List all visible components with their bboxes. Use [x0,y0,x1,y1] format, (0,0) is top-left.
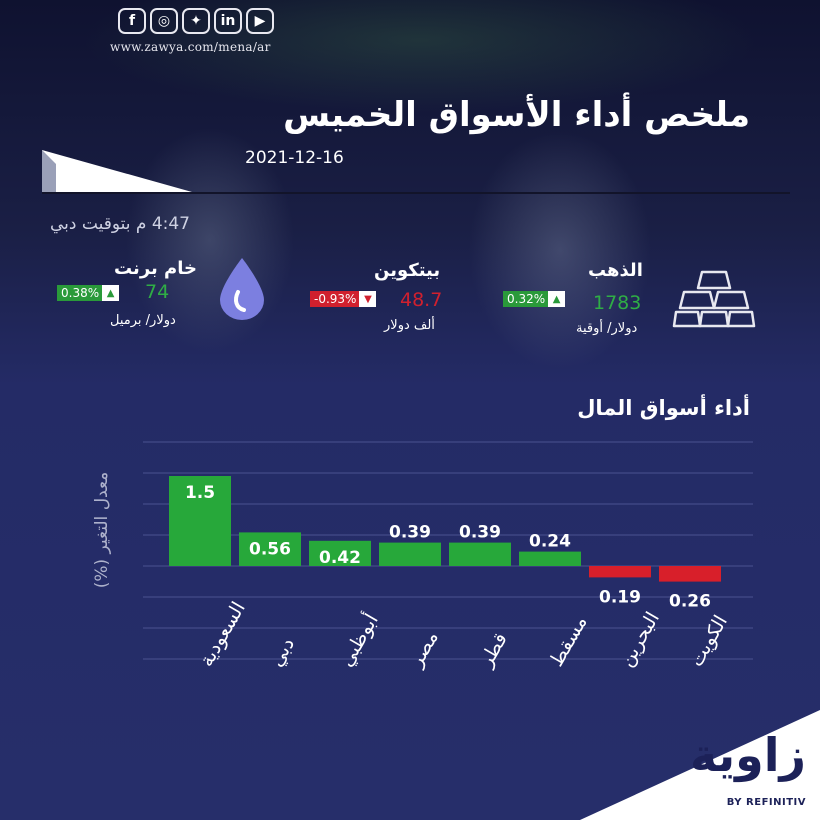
page-title: ملخص أداء الأسواق الخميس [283,95,750,135]
decorative-wedge [42,150,192,192]
bar [379,542,441,566]
corner-decoration [580,710,820,820]
report-date: 2021-12-16 [245,148,344,168]
category-label: أبوظبي [334,609,383,670]
arrow-up-icon: ▲ [102,285,120,301]
brent-price: 74 [145,281,170,303]
site-url[interactable]: www.zawya.com/mena/ar [110,40,271,54]
data-label: 0.42 [319,548,361,568]
category-label: مسقط [545,612,591,670]
bitcoin-change-badge: -0.93% ▼ [310,291,377,307]
brent-name: خام برنت [114,258,197,279]
data-label: 0.39 [459,523,501,543]
social-links: f ◎ ✦ in ▶ [118,8,274,34]
bar [449,542,511,566]
bar [519,551,581,566]
category-label: الكويت [685,612,732,671]
zawya-logo: زاوية [689,728,806,782]
data-label: 0.39 [389,523,431,543]
bar [239,532,301,566]
data-label: 0.24 [529,532,571,552]
gold-change: 0.32% [507,292,546,306]
divider-line [42,192,790,194]
gold-unit: دولار/ أوقية [576,321,638,336]
gold-change-badge: 0.32% ▲ [503,291,566,307]
category-label: مصر [405,627,443,671]
data-label: 0.56 [249,539,291,559]
bar [309,540,371,566]
bitcoin-change: -0.93% [314,292,357,306]
bar [659,566,721,582]
instagram-icon[interactable]: ◎ [150,8,178,34]
gold-price: 1783 [593,292,642,314]
gold-name: الذهب [588,260,643,281]
category-label: دبي [265,634,299,671]
bar [169,476,231,566]
category-label: قطر [475,629,512,671]
oil-drop-icon [220,258,264,320]
arrow-up-icon: ▲ [548,291,566,307]
bitcoin-name: بيتكوين [374,260,441,281]
data-label: 0.26 [669,592,711,612]
brent-change-badge: 0.38% ▲ [57,285,120,301]
gold-bars-icon [672,270,756,328]
brent-change: 0.38% [61,286,100,300]
category-label: السعودية [195,598,250,670]
data-label: 1.5 [185,483,215,503]
bitcoin-price: 48.7 [400,289,443,311]
chart-title: أداء أسواق المال [577,396,750,420]
youtube-icon[interactable]: ▶ [246,8,274,34]
bar [589,566,651,578]
linkedin-icon[interactable]: in [214,8,242,34]
twitter-icon[interactable]: ✦ [182,8,210,34]
brent-unit: دولار/ برميل [110,313,176,328]
timestamp: 4:47 م بتوقيت دبي [50,214,190,234]
arrow-down-icon: ▼ [359,291,377,307]
category-label: البحرين [615,608,664,670]
bitcoin-unit: ألف دولار [384,318,435,333]
data-label: 0.19 [599,587,641,607]
facebook-icon[interactable]: f [118,8,146,34]
refinitiv-tagline: BY REFINITIV [726,797,806,808]
